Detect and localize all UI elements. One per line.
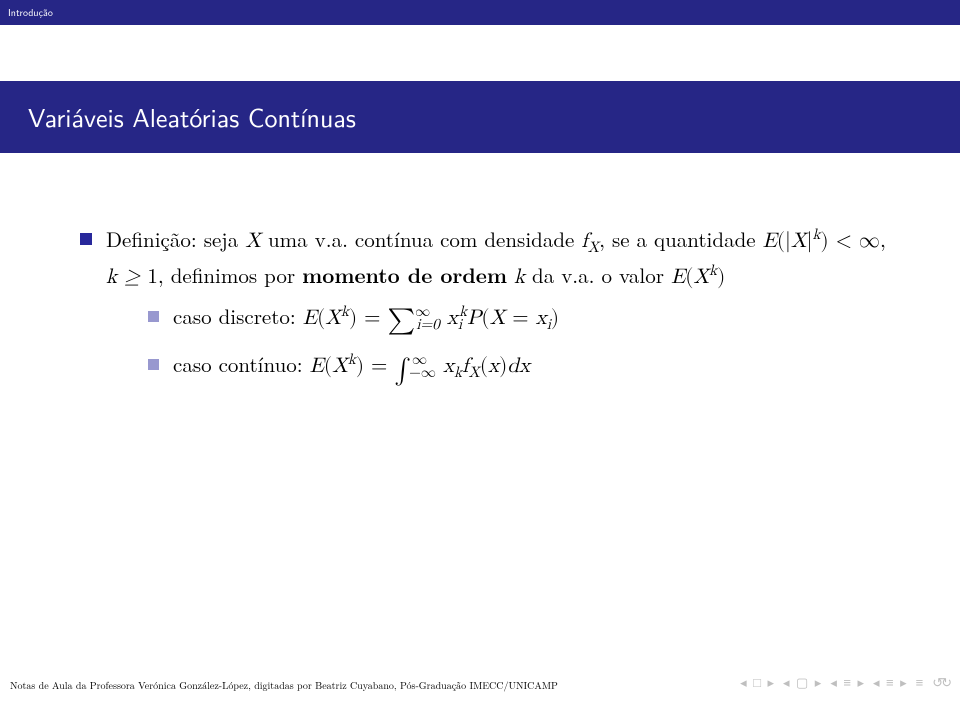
text: Definição: seja — [106, 224, 245, 254]
math: (| — [777, 231, 791, 252]
math: ) — [551, 308, 559, 329]
math-sub: X — [469, 365, 480, 380]
math-sup: k — [348, 352, 356, 367]
item-text: caso contínuo: E(Xk) = ∫∞−∞ xkfX(x)dx — [173, 348, 900, 390]
sum-symbol: ∑ — [387, 301, 415, 342]
math: x — [443, 356, 454, 377]
math: ) < ∞ — [820, 231, 879, 252]
int-lower: −∞ — [409, 365, 436, 380]
math: k — [514, 267, 525, 288]
math: X — [693, 267, 709, 288]
nav-subsection-icon[interactable]: ◂ ≡ ▸ — [830, 673, 864, 692]
math: x — [447, 308, 458, 329]
math: X — [325, 308, 341, 329]
math-sup: k — [709, 263, 717, 278]
text: uma v.a. contínua com densidade — [261, 224, 581, 254]
math: ) = — [349, 308, 387, 329]
math: P — [467, 308, 481, 329]
math: ) = — [356, 356, 394, 377]
math: ) — [717, 267, 725, 288]
nav-section-icon[interactable]: ◂ ≡ ▸ — [873, 673, 907, 692]
text: , se a quantidade — [599, 224, 762, 254]
math-sub: i — [458, 317, 462, 332]
math: E — [763, 231, 777, 252]
nav-slide-icon[interactable]: ◂ □ ▸ — [740, 673, 774, 692]
text: , — [880, 224, 886, 254]
math: X — [332, 356, 348, 377]
text: caso contínuo: — [173, 349, 310, 379]
math: k ≥ — [106, 267, 147, 288]
square-bullet-icon — [80, 233, 92, 245]
bold-term: momento de ordem — [302, 260, 507, 290]
slide-footer: Notas de Aula da Professora Verónica Gon… — [0, 673, 960, 692]
math: 1 — [147, 267, 158, 288]
math: x — [536, 308, 547, 329]
section-label: Introdução — [8, 5, 53, 20]
math: X — [245, 231, 261, 252]
math-sup: k — [341, 304, 349, 319]
footer-note: Notas de Aula da Professora Verónica Gon… — [10, 678, 558, 692]
math: ( — [324, 356, 332, 377]
slide-content: Definição: seja X uma v.a. contínua com … — [0, 153, 960, 390]
text: da v.a. o valor — [525, 260, 671, 290]
bullet-item-1: Definição: seja X uma v.a. contínua com … — [80, 223, 900, 294]
slide-title: Variáveis Aleatórias Contínuas — [28, 98, 356, 136]
square-bullet-icon — [148, 311, 159, 322]
math-sub: k — [454, 365, 462, 380]
item-text: Definição: seja X uma v.a. contínua com … — [106, 223, 900, 294]
nav-back-forward-icon[interactable]: ↺↻ — [932, 673, 950, 692]
math: E — [310, 356, 324, 377]
text: , definimos por — [158, 260, 302, 290]
math: E — [303, 308, 317, 329]
math-sub: X — [588, 240, 599, 255]
section-header-strip: Introdução — [0, 0, 960, 25]
sub-bullet-2: caso contínuo: E(Xk) = ∫∞−∞ xkfX(x)dx — [148, 348, 900, 390]
math: E — [671, 267, 685, 288]
math: X — [490, 308, 506, 329]
math: ( — [480, 356, 488, 377]
math: dx — [507, 356, 530, 377]
math: X — [791, 231, 807, 252]
square-bullet-icon — [148, 359, 159, 370]
nav-appendix-icon[interactable]: ≡ — [916, 673, 924, 692]
slide-title-block: Variáveis Aleatórias Contínuas — [0, 81, 960, 153]
beamer-nav-icons: ◂ □ ▸ ◂ ▢ ▸ ◂ ≡ ▸ ◂ ≡ ▸ ≡ ↺↻ — [740, 673, 950, 692]
nav-frame-icon[interactable]: ◂ ▢ ▸ — [783, 673, 821, 692]
math: ( — [481, 308, 489, 329]
math-sup: k — [459, 304, 467, 319]
math: = — [505, 308, 535, 329]
item-text: caso discreto: E(Xk) = ∑∞i=0 xikP(X = xi… — [173, 300, 900, 342]
sum-lower: i=0 — [416, 317, 440, 332]
sub-bullet-1: caso discreto: E(Xk) = ∑∞i=0 xikP(X = xi… — [148, 300, 900, 342]
text: caso discreto: — [173, 301, 303, 331]
math: x — [488, 356, 499, 377]
